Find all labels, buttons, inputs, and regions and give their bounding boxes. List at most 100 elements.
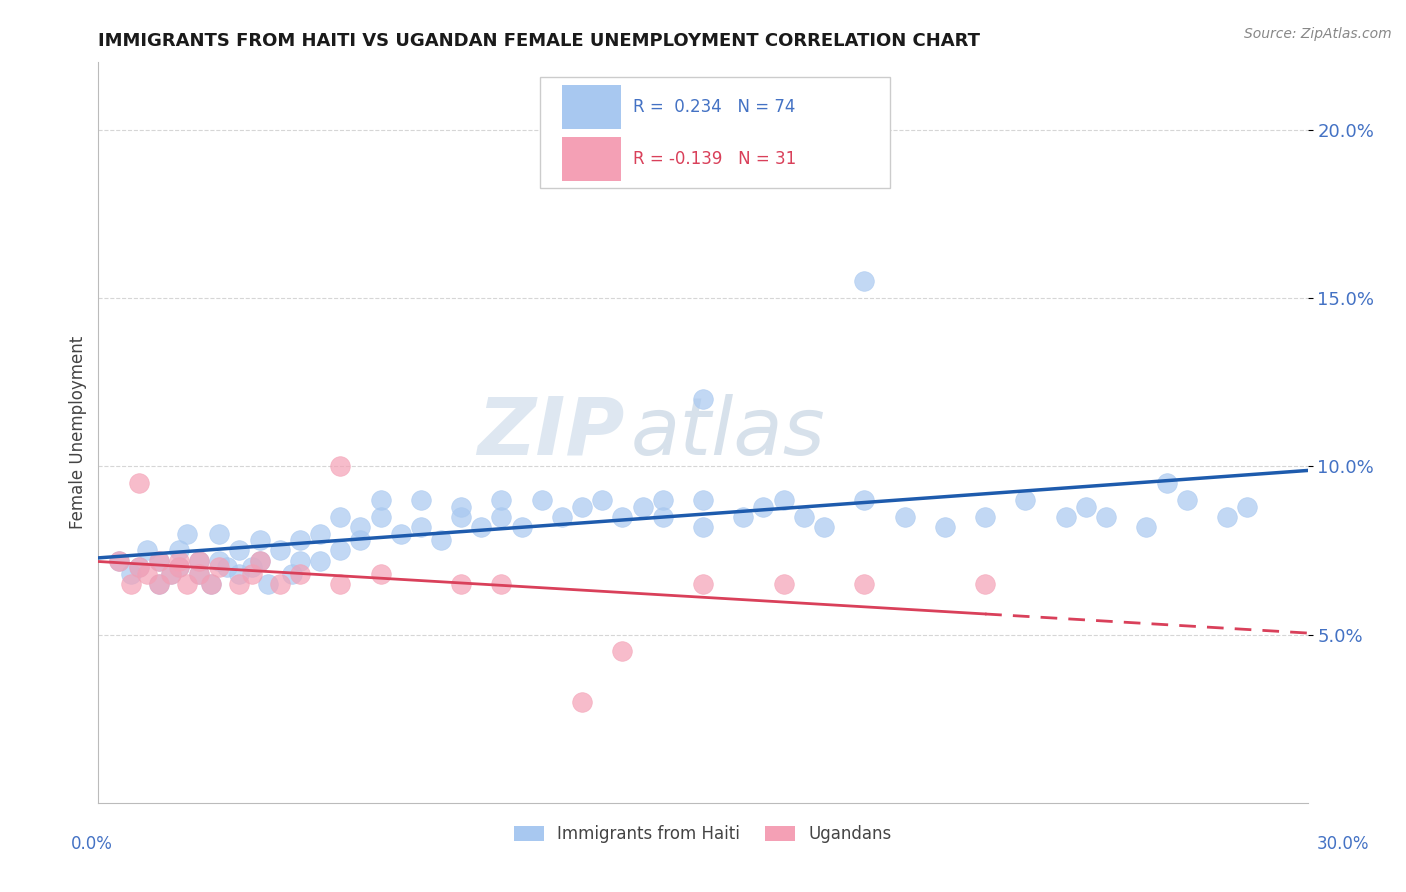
Point bbox=[188, 553, 211, 567]
Point bbox=[631, 500, 654, 514]
Point bbox=[200, 577, 222, 591]
Point bbox=[148, 553, 170, 567]
Point bbox=[1135, 520, 1157, 534]
Text: R =  0.234   N = 74: R = 0.234 N = 74 bbox=[633, 98, 796, 116]
Point bbox=[208, 553, 231, 567]
Point bbox=[120, 577, 142, 591]
Point bbox=[249, 533, 271, 548]
Point bbox=[167, 553, 190, 567]
Point bbox=[974, 509, 997, 524]
Point bbox=[934, 520, 956, 534]
Text: atlas: atlas bbox=[630, 393, 825, 472]
Point bbox=[571, 500, 593, 514]
Point bbox=[240, 560, 263, 574]
Point bbox=[491, 509, 513, 524]
Point bbox=[793, 509, 815, 524]
Point bbox=[491, 492, 513, 507]
Point bbox=[217, 560, 239, 574]
Point bbox=[128, 560, 150, 574]
Text: Source: ZipAtlas.com: Source: ZipAtlas.com bbox=[1244, 27, 1392, 41]
Point bbox=[530, 492, 553, 507]
Point bbox=[853, 577, 876, 591]
Point bbox=[269, 577, 291, 591]
Point bbox=[188, 566, 211, 581]
Point bbox=[692, 392, 714, 406]
Text: 0.0%: 0.0% bbox=[70, 835, 112, 853]
Point bbox=[491, 577, 513, 591]
Point bbox=[135, 543, 157, 558]
Point bbox=[591, 492, 613, 507]
Point bbox=[167, 543, 190, 558]
Point bbox=[409, 492, 432, 507]
Text: ZIP: ZIP bbox=[477, 393, 624, 472]
Point bbox=[1236, 500, 1258, 514]
Point bbox=[208, 526, 231, 541]
Point bbox=[176, 526, 198, 541]
Point bbox=[349, 533, 371, 548]
Point bbox=[288, 553, 311, 567]
Point bbox=[148, 553, 170, 567]
Point bbox=[208, 560, 231, 574]
Point bbox=[228, 543, 250, 558]
Point bbox=[167, 560, 190, 574]
Point bbox=[1175, 492, 1198, 507]
Point bbox=[160, 566, 183, 581]
Point bbox=[281, 566, 304, 581]
Point bbox=[974, 577, 997, 591]
Point bbox=[470, 520, 492, 534]
FancyBboxPatch shape bbox=[540, 78, 890, 188]
Point bbox=[329, 459, 352, 474]
Point bbox=[128, 560, 150, 574]
Point bbox=[176, 577, 198, 591]
Point bbox=[135, 566, 157, 581]
Point bbox=[450, 509, 472, 524]
Text: IMMIGRANTS FROM HAITI VS UGANDAN FEMALE UNEMPLOYMENT CORRELATION CHART: IMMIGRANTS FROM HAITI VS UGANDAN FEMALE … bbox=[98, 32, 980, 50]
Point bbox=[309, 553, 332, 567]
Point bbox=[1156, 476, 1178, 491]
Point bbox=[1054, 509, 1077, 524]
Point bbox=[651, 509, 673, 524]
Point bbox=[349, 520, 371, 534]
Point bbox=[893, 509, 915, 524]
Point bbox=[128, 476, 150, 491]
Point bbox=[692, 577, 714, 591]
Point bbox=[288, 533, 311, 548]
Point bbox=[612, 644, 634, 658]
Point bbox=[188, 553, 211, 567]
Legend: Immigrants from Haiti, Ugandans: Immigrants from Haiti, Ugandans bbox=[508, 819, 898, 850]
Point bbox=[256, 577, 278, 591]
Point bbox=[148, 577, 170, 591]
Point bbox=[853, 274, 876, 288]
Point bbox=[329, 543, 352, 558]
Text: R = -0.139   N = 31: R = -0.139 N = 31 bbox=[633, 150, 796, 168]
Point bbox=[772, 577, 794, 591]
Point bbox=[148, 577, 170, 591]
Point bbox=[430, 533, 453, 548]
Point bbox=[510, 520, 533, 534]
Point bbox=[309, 526, 332, 541]
Point bbox=[370, 492, 392, 507]
Point bbox=[450, 500, 472, 514]
Point bbox=[692, 492, 714, 507]
Point bbox=[1074, 500, 1097, 514]
Point bbox=[160, 566, 183, 581]
Point bbox=[370, 566, 392, 581]
FancyBboxPatch shape bbox=[561, 85, 621, 128]
Point bbox=[692, 520, 714, 534]
Point bbox=[651, 492, 673, 507]
Point bbox=[188, 566, 211, 581]
Point bbox=[200, 577, 222, 591]
Point bbox=[249, 553, 271, 567]
Point bbox=[329, 577, 352, 591]
Point bbox=[853, 492, 876, 507]
Point bbox=[228, 566, 250, 581]
Point bbox=[389, 526, 412, 541]
Point bbox=[228, 577, 250, 591]
Y-axis label: Female Unemployment: Female Unemployment bbox=[69, 336, 87, 529]
Point bbox=[329, 509, 352, 524]
Point bbox=[1095, 509, 1118, 524]
Point bbox=[551, 509, 574, 524]
Point bbox=[450, 577, 472, 591]
Point bbox=[1014, 492, 1036, 507]
Point bbox=[571, 695, 593, 709]
